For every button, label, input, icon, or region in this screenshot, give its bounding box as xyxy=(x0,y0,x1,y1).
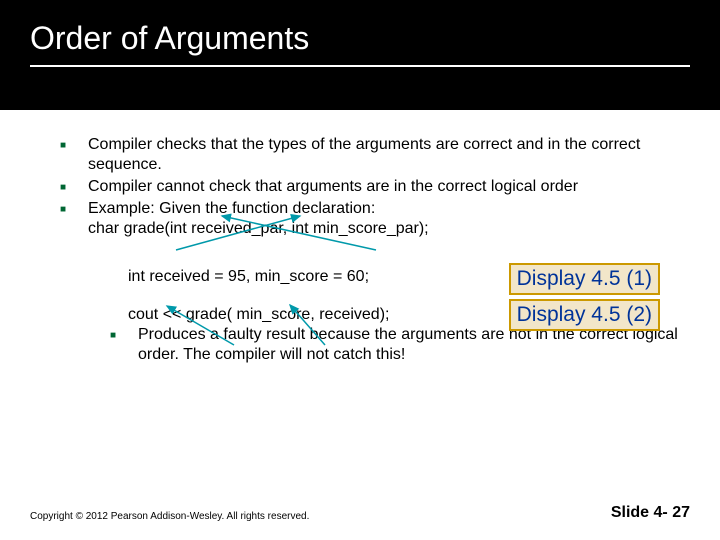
code-line-1: int received = 95, min_score = 60; xyxy=(128,268,369,285)
bullet-3-line2: char grade(int received_par, int min_sco… xyxy=(88,220,429,237)
title-underline xyxy=(30,65,690,67)
bullet-icon: ■ xyxy=(60,135,88,175)
header-bar: Order of Arguments xyxy=(0,0,720,110)
bullet-text: Compiler checks that the types of the ar… xyxy=(88,135,680,175)
code-line-1-row: int received = 95, min_score = 60; Displ… xyxy=(60,267,680,287)
bullet-text: Example: Given the function declaration:… xyxy=(88,199,680,239)
footer: Copyright © 2012 Pearson Addison-Wesley.… xyxy=(30,504,690,522)
bullet-3-line1: Example: Given the function declaration: xyxy=(88,200,375,217)
bullet-icon: ■ xyxy=(60,199,88,239)
code-line-2-row: cout << grade( min_score, received); Dis… xyxy=(60,305,680,325)
bullet-icon: ■ xyxy=(110,325,138,365)
content-area: ■ Compiler checks that the types of the … xyxy=(0,110,720,365)
slide-number: Slide 4- 27 xyxy=(611,504,690,522)
bullet-2: ■ Compiler cannot check that arguments a… xyxy=(60,177,680,197)
display-box-2[interactable]: Display 4.5 (2) xyxy=(509,299,660,331)
bullet-icon: ■ xyxy=(60,177,88,197)
copyright-text: Copyright © 2012 Pearson Addison-Wesley.… xyxy=(30,511,309,522)
display-box-1[interactable]: Display 4.5 (1) xyxy=(509,263,660,295)
bullet-1: ■ Compiler checks that the types of the … xyxy=(60,135,680,175)
code-line-2: cout << grade( min_score, received); xyxy=(128,306,389,323)
bullet-text: Compiler cannot check that arguments are… xyxy=(88,177,680,197)
bullet-3: ■ Example: Given the function declaratio… xyxy=(60,199,680,239)
page-title: Order of Arguments xyxy=(30,20,690,57)
